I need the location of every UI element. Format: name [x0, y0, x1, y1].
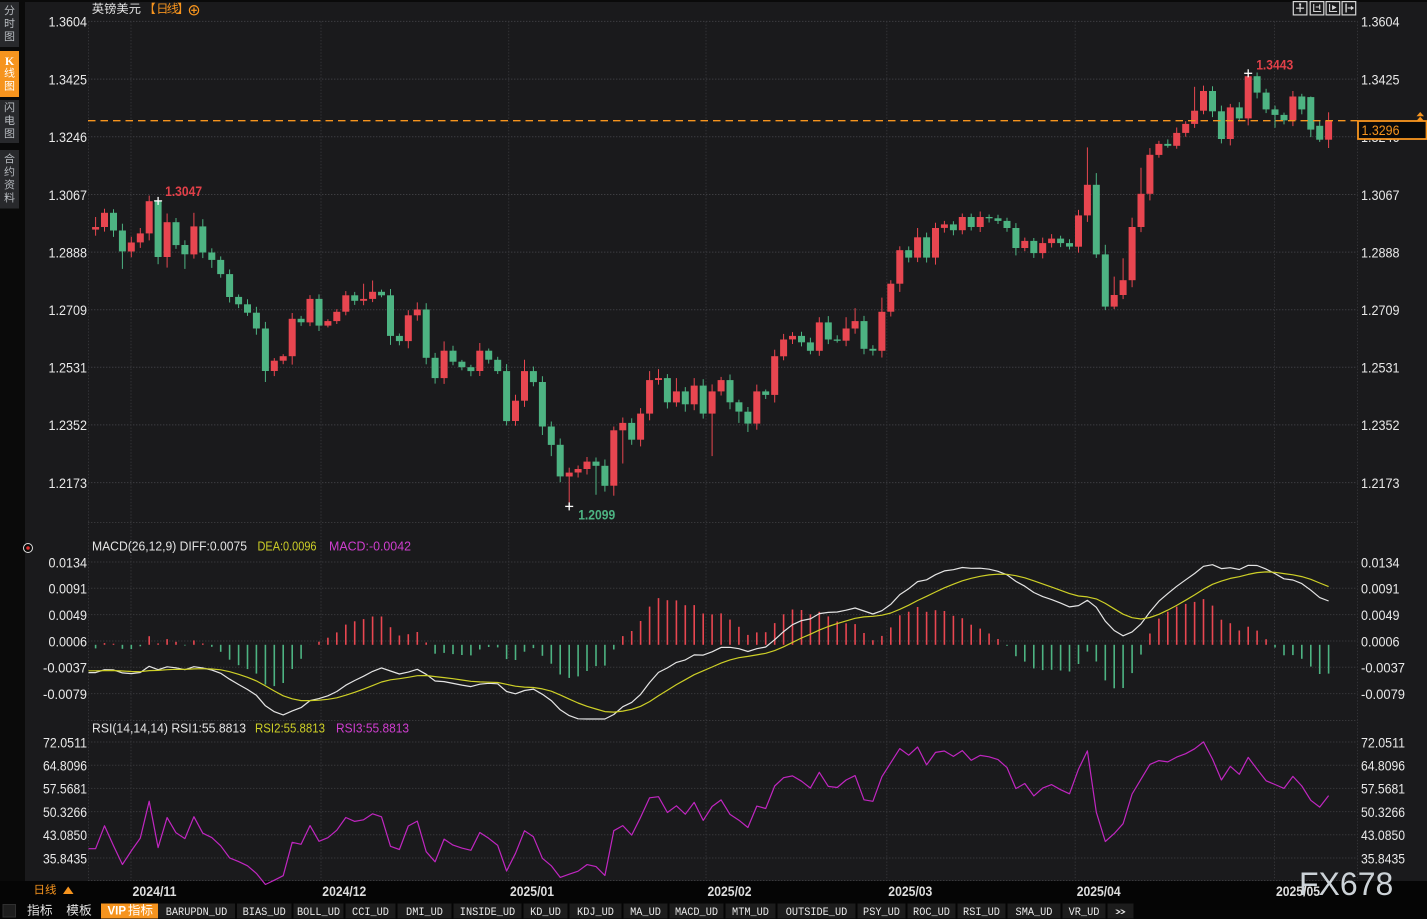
svg-text:64.8096: 64.8096: [43, 758, 87, 774]
svg-text:1.3246: 1.3246: [49, 129, 88, 145]
svg-text:VIP: VIP: [108, 906, 127, 918]
svg-text:43.0850: 43.0850: [43, 827, 87, 843]
svg-text:RSI(14,14,14) RSI1:55.8813: RSI(14,14,14) RSI1:55.8813: [92, 722, 246, 736]
svg-text:2025/02: 2025/02: [708, 883, 752, 899]
svg-text:1.2709: 1.2709: [49, 302, 88, 318]
svg-text:MACD(26,12,9) DIFF:0.0075: MACD(26,12,9) DIFF:0.0075: [92, 540, 247, 554]
svg-text:OUTSIDE_UD: OUTSIDE_UD: [786, 907, 848, 919]
svg-text:MTM_UD: MTM_UD: [732, 907, 769, 919]
svg-text:0.0049: 0.0049: [1361, 607, 1400, 623]
svg-text:0.0134: 0.0134: [1361, 554, 1400, 570]
svg-text:-0.0079: -0.0079: [43, 686, 87, 702]
svg-text:64.8096: 64.8096: [1361, 758, 1405, 774]
svg-text:K: K: [5, 54, 15, 68]
svg-text:BIAS_UD: BIAS_UD: [243, 907, 286, 919]
svg-text:BOLL_UD: BOLL_UD: [297, 907, 340, 919]
svg-text:1.3604: 1.3604: [1361, 14, 1400, 30]
svg-text:RSI_UD: RSI_UD: [963, 907, 1000, 919]
svg-text:1.3047: 1.3047: [165, 184, 202, 199]
svg-text:1.2352: 1.2352: [49, 417, 88, 433]
svg-text:2025/03: 2025/03: [888, 883, 932, 899]
svg-text:0.0091: 0.0091: [1361, 581, 1400, 597]
svg-text:BARUPDN_UD: BARUPDN_UD: [166, 907, 228, 919]
svg-text:VR_UD: VR_UD: [1069, 907, 1100, 919]
svg-text:1.2173: 1.2173: [1361, 475, 1400, 491]
svg-text:KD_UD: KD_UD: [530, 907, 561, 919]
svg-text:0.0006: 0.0006: [49, 633, 88, 649]
svg-text:1.3425: 1.3425: [1361, 71, 1400, 87]
svg-text:2025/04: 2025/04: [1077, 883, 1121, 899]
svg-text:1.2531: 1.2531: [49, 360, 88, 376]
svg-text:-0.0037: -0.0037: [43, 660, 87, 676]
svg-text:1.2352: 1.2352: [1361, 417, 1400, 433]
svg-text:1.2709: 1.2709: [1361, 302, 1400, 318]
svg-text:MA_UD: MA_UD: [630, 907, 661, 919]
svg-text:PSY_UD: PSY_UD: [863, 907, 900, 919]
svg-text:2024/11: 2024/11: [133, 883, 177, 899]
svg-text:2025/05: 2025/05: [1276, 883, 1320, 899]
svg-text:57.5681: 57.5681: [43, 781, 87, 797]
svg-text:0.0091: 0.0091: [49, 581, 88, 597]
svg-text:1.3296: 1.3296: [1362, 122, 1400, 138]
svg-text:RSI3:55.8813: RSI3:55.8813: [336, 722, 409, 736]
svg-text:35.8435: 35.8435: [43, 850, 87, 866]
svg-text:SMA_UD: SMA_UD: [1016, 907, 1053, 919]
svg-text:1.2173: 1.2173: [49, 475, 88, 491]
svg-text:57.5681: 57.5681: [1361, 781, 1405, 797]
svg-text:0.0049: 0.0049: [49, 607, 88, 623]
svg-text:-0.0037: -0.0037: [1361, 660, 1405, 676]
svg-text:43.0850: 43.0850: [1361, 827, 1405, 843]
svg-text:1.2099: 1.2099: [578, 507, 615, 522]
svg-text:2025/01: 2025/01: [510, 883, 554, 899]
svg-text:KDJ_UD: KDJ_UD: [577, 907, 614, 919]
svg-text:1.3604: 1.3604: [49, 14, 88, 30]
svg-text:CCI_UD: CCI_UD: [352, 907, 389, 919]
svg-text:1.2531: 1.2531: [1361, 360, 1400, 376]
svg-text:1.3067: 1.3067: [49, 187, 88, 203]
svg-text:1.2888: 1.2888: [49, 244, 88, 260]
svg-text:ROC_UD: ROC_UD: [913, 907, 950, 919]
svg-text:50.3266: 50.3266: [43, 804, 87, 820]
svg-text:50.3266: 50.3266: [1361, 804, 1405, 820]
svg-text:MACD:-0.0042: MACD:-0.0042: [329, 540, 411, 554]
svg-text:1.3443: 1.3443: [1256, 57, 1293, 72]
svg-text:MACD_UD: MACD_UD: [675, 907, 718, 919]
svg-text:DMI_UD: DMI_UD: [406, 907, 443, 919]
svg-text:72.0511: 72.0511: [1361, 734, 1405, 750]
svg-text:0.0134: 0.0134: [49, 554, 88, 570]
svg-text:INSIDE_UD: INSIDE_UD: [460, 907, 516, 919]
svg-text:35.8435: 35.8435: [1361, 850, 1405, 866]
svg-text:2024/12: 2024/12: [322, 883, 366, 899]
svg-text:RSI2:55.8813: RSI2:55.8813: [255, 722, 325, 736]
svg-text:1.2888: 1.2888: [1361, 244, 1400, 260]
svg-text:»: »: [1114, 907, 1126, 919]
svg-text:0.0006: 0.0006: [1361, 633, 1400, 649]
svg-text:1.3067: 1.3067: [1361, 187, 1400, 203]
svg-text:DEA:0.0096: DEA:0.0096: [258, 540, 317, 554]
svg-text:FX678: FX678: [1299, 866, 1393, 902]
svg-text:72.0511: 72.0511: [43, 734, 87, 750]
svg-text:-0.0079: -0.0079: [1361, 686, 1405, 702]
svg-text:1.3425: 1.3425: [49, 71, 88, 87]
